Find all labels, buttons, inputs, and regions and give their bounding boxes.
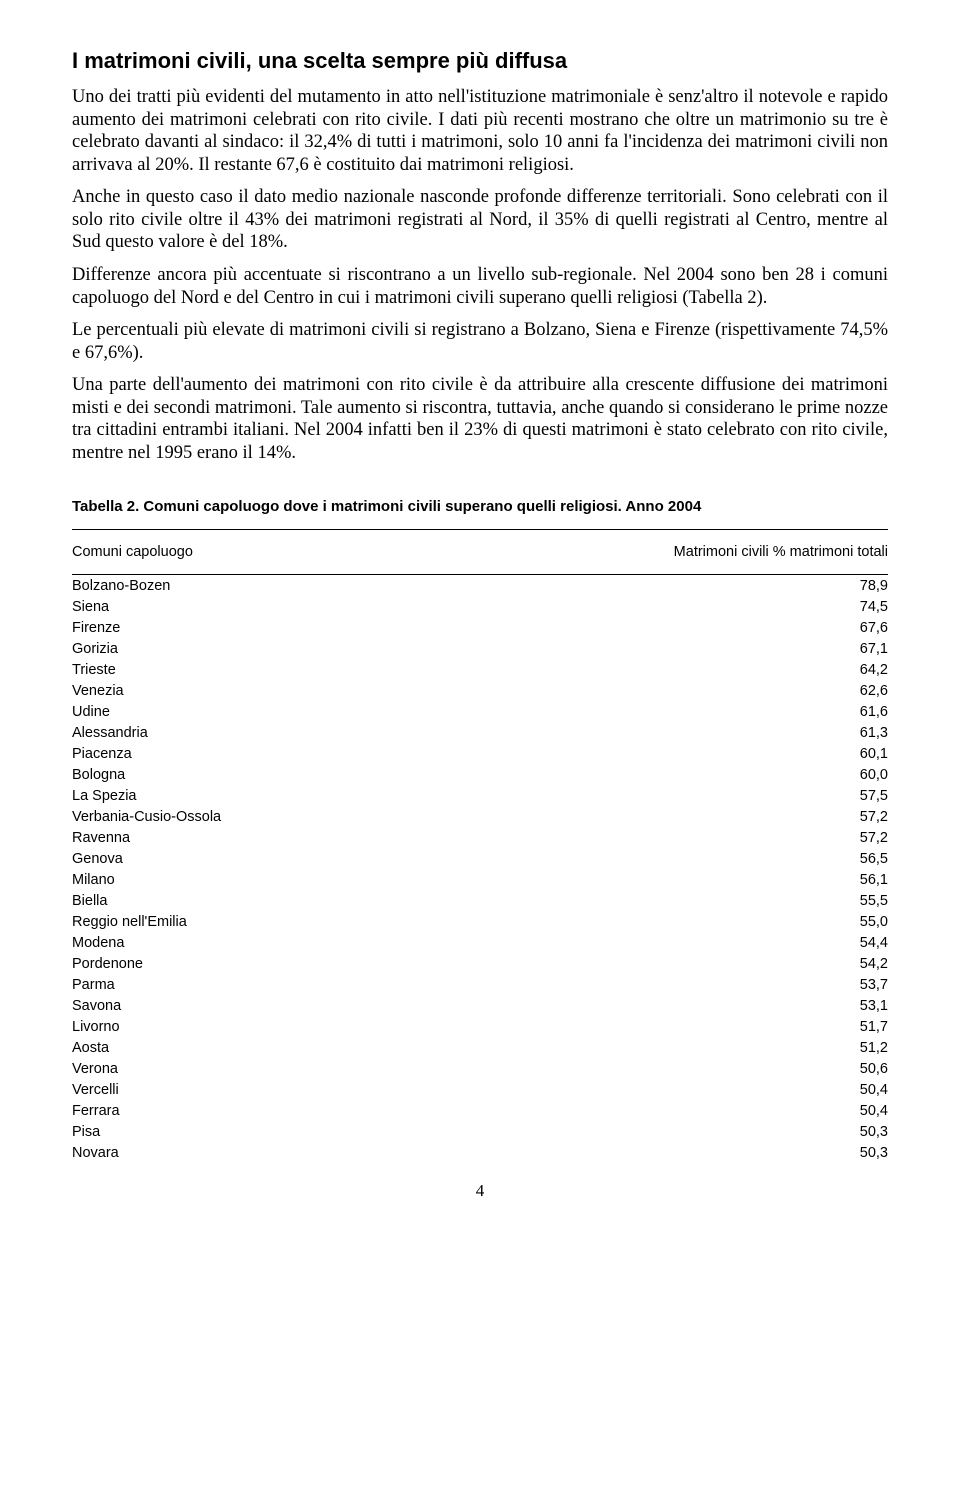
table-cell-value: 55,5 [407,890,888,911]
table-cell-name: Reggio nell'Emilia [72,911,407,932]
table-cell-name: Firenze [72,617,407,638]
table-row: La Spezia57,5 [72,785,888,806]
table-cell-value: 54,4 [407,932,888,953]
page-number: 4 [72,1181,888,1201]
table-cell-value: 62,6 [407,680,888,701]
table-cell-name: Aosta [72,1037,407,1058]
table-header-left: Comuni capoluogo [72,530,407,575]
table-cell-name: Parma [72,974,407,995]
table-header-row: Comuni capoluogo Matrimoni civili % matr… [72,530,888,575]
table-cell-value: 64,2 [407,659,888,680]
body-paragraph: Una parte dell'aumento dei matrimoni con… [72,374,888,464]
table-cell-name: Bolzano-Bozen [72,575,407,597]
table-cell-value: 57,2 [407,827,888,848]
table-cell-name: Milano [72,869,407,890]
table-row: Udine61,6 [72,701,888,722]
table-cell-name: Modena [72,932,407,953]
table-row: Trieste64,2 [72,659,888,680]
table-cell-name: Verona [72,1058,407,1079]
table-cell-name: La Spezia [72,785,407,806]
data-table: Comuni capoluogo Matrimoni civili % matr… [72,529,888,1163]
table-cell-name: Piacenza [72,743,407,764]
table-cell-value: 50,6 [407,1058,888,1079]
table-cell-value: 51,7 [407,1016,888,1037]
table-cell-name: Savona [72,995,407,1016]
table-cell-name: Pisa [72,1121,407,1142]
table-row: Pisa50,3 [72,1121,888,1142]
table-row: Livorno51,7 [72,1016,888,1037]
table-row: Gorizia67,1 [72,638,888,659]
table-row: Reggio nell'Emilia55,0 [72,911,888,932]
table-cell-name: Vercelli [72,1079,407,1100]
table-cell-value: 74,5 [407,596,888,617]
table-cell-value: 54,2 [407,953,888,974]
table-cell-name: Ferrara [72,1100,407,1121]
table-cell-value: 60,0 [407,764,888,785]
table-cell-name: Verbania-Cusio-Ossola [72,806,407,827]
document-page: I matrimoni civili, una scelta sempre pi… [0,0,960,1225]
table-row: Siena74,5 [72,596,888,617]
table-row: Biella55,5 [72,890,888,911]
table-cell-value: 57,5 [407,785,888,806]
table-cell-name: Bologna [72,764,407,785]
table-title: Tabella 2. Comuni capoluogo dove i matri… [72,498,888,515]
body-paragraph: Uno dei tratti più evidenti del mutament… [72,86,888,176]
table-cell-value: 50,3 [407,1121,888,1142]
table-cell-name: Novara [72,1142,407,1163]
table-cell-value: 61,3 [407,722,888,743]
table-cell-value: 53,1 [407,995,888,1016]
table-header-right: Matrimoni civili % matrimoni totali [407,530,888,575]
table-row: Ferrara50,4 [72,1100,888,1121]
table-cell-value: 51,2 [407,1037,888,1058]
table-row: Bolzano-Bozen78,9 [72,575,888,597]
table-cell-name: Alessandria [72,722,407,743]
table-cell-value: 50,4 [407,1100,888,1121]
table-row: Pordenone54,2 [72,953,888,974]
table-row: Aosta51,2 [72,1037,888,1058]
table-row: Venezia62,6 [72,680,888,701]
body-paragraph: Differenze ancora più accentuate si risc… [72,264,888,309]
table-cell-name: Pordenone [72,953,407,974]
table-cell-name: Siena [72,596,407,617]
table-cell-name: Gorizia [72,638,407,659]
table-cell-value: 61,6 [407,701,888,722]
table-cell-value: 67,1 [407,638,888,659]
table-row: Vercelli50,4 [72,1079,888,1100]
table-cell-name: Biella [72,890,407,911]
table-row: Parma53,7 [72,974,888,995]
table-cell-value: 56,1 [407,869,888,890]
table-row: Piacenza60,1 [72,743,888,764]
table-cell-name: Livorno [72,1016,407,1037]
table-row: Firenze67,6 [72,617,888,638]
table-cell-value: 55,0 [407,911,888,932]
table-row: Savona53,1 [72,995,888,1016]
table-row: Milano56,1 [72,869,888,890]
table-cell-value: 50,4 [407,1079,888,1100]
section-title: I matrimoni civili, una scelta sempre pi… [72,48,888,74]
table-cell-value: 78,9 [407,575,888,597]
table-row: Verona50,6 [72,1058,888,1079]
table-cell-value: 56,5 [407,848,888,869]
table-row: Alessandria61,3 [72,722,888,743]
table-row: Modena54,4 [72,932,888,953]
table-cell-value: 53,7 [407,974,888,995]
table-cell-value: 57,2 [407,806,888,827]
body-paragraph: Anche in questo caso il dato medio nazio… [72,186,888,254]
table-cell-name: Ravenna [72,827,407,848]
table-cell-name: Venezia [72,680,407,701]
table-row: Genova56,5 [72,848,888,869]
body-paragraph: Le percentuali più elevate di matrimoni … [72,319,888,364]
table-row: Verbania-Cusio-Ossola57,2 [72,806,888,827]
table-row: Ravenna57,2 [72,827,888,848]
table-cell-value: 50,3 [407,1142,888,1163]
table-cell-name: Trieste [72,659,407,680]
table-row: Novara50,3 [72,1142,888,1163]
table-cell-value: 67,6 [407,617,888,638]
table-row: Bologna60,0 [72,764,888,785]
table-cell-name: Genova [72,848,407,869]
table-cell-value: 60,1 [407,743,888,764]
table-cell-name: Udine [72,701,407,722]
